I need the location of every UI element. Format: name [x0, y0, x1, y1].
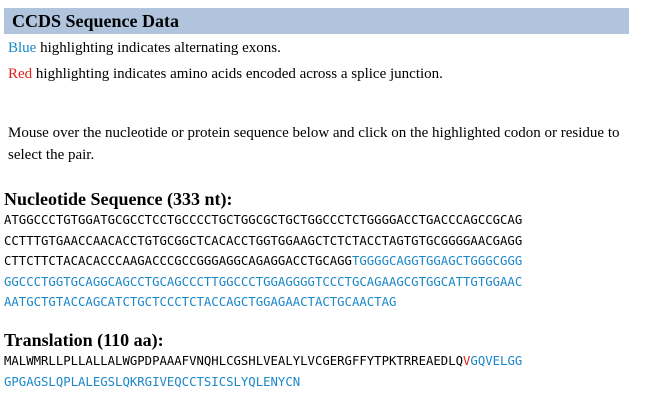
- translation-line[interactable]: GPGAGSLQPLALEGSLQKRGIVEQCCTSICSLYQLENYCN: [4, 372, 522, 393]
- translation-title: Translation (110 aa):: [4, 330, 164, 350]
- sequence-segment[interactable]: CTTCTTCTACACACCCAAGACCCGCCGGGAGGCAGAGGAC…: [4, 254, 352, 268]
- sequence-segment[interactable]: ATGGCCCTGTGGATGCGCCTCCTGCCCCTGCTGGCGCTGC…: [4, 213, 523, 227]
- legend-blue-word: Blue: [8, 40, 37, 56]
- sequence-segment[interactable]: TGGGGCAGGTGGAGCTGGGCGGG: [351, 254, 523, 268]
- header-bar: CCDS Sequence Data: [4, 8, 629, 34]
- sequence-segment[interactable]: GGCCCTGGTGCAGGCAGCCTGCAGCCCTTGGCCCTGGAGG…: [4, 274, 523, 289]
- instructions-text: Mouse over the nucleotide or protein seq…: [8, 125, 620, 163]
- legend-red: Red highlighting indicates amino acids e…: [8, 66, 443, 83]
- page-title: CCDS Sequence Data: [12, 11, 180, 31]
- sequence-segment[interactable]: MALWMRLLPLLALLALWGPDPAAAFVNQHLCGSHLVEALY…: [4, 354, 464, 368]
- legend-blue: Blue highlighting indicates alternating …: [8, 40, 281, 57]
- translation-line[interactable]: MALWMRLLPLLALLALWGPDPAAAFVNQHLCGSHLVEALY…: [4, 351, 522, 372]
- nucleotide-line[interactable]: CCTTTGTGAACCAACACCTGTGCGGCTCACACCTGGTGGA…: [4, 231, 522, 252]
- nucleotide-line[interactable]: CTTCTTCTACACACCCAAGACCCGCCGGGAGGCAGAGGAC…: [4, 251, 522, 272]
- legend-red-word: Red: [8, 66, 33, 82]
- legend-red-text: highlighting indicates amino acids encod…: [32, 66, 443, 82]
- sequence-segment[interactable]: V: [463, 354, 471, 368]
- sequence-segment[interactable]: CCTTTGTGAACCAACACCTGTGCGGCTCACACCTGGTGGA…: [4, 233, 523, 248]
- sequence-segment[interactable]: AATGCTGTACCAGCATCTGCTCCCTCTACCAGCTGGAGAA…: [4, 295, 397, 309]
- translation-sequence[interactable]: MALWMRLLPLLALLALWGPDPAAAFVNQHLCGSHLVEALY…: [4, 351, 522, 392]
- nucleotide-title: Nucleotide Sequence (333 nt):: [4, 189, 233, 209]
- legend-blue-text: highlighting indicates alternating exons…: [36, 40, 281, 56]
- nucleotide-sequence[interactable]: ATGGCCCTGTGGATGCGCCTCCTGCCCCTGCTGGCGCTGC…: [4, 210, 522, 313]
- nucleotide-line[interactable]: ATGGCCCTGTGGATGCGCCTCCTGCCCCTGCTGGCGCTGC…: [4, 210, 522, 231]
- nucleotide-line[interactable]: GGCCCTGGTGCAGGCAGCCTGCAGCCCTTGGCCCTGGAGG…: [4, 272, 522, 293]
- nucleotide-line[interactable]: AATGCTGTACCAGCATCTGCTCCCTCTACCAGCTGGAGAA…: [4, 292, 522, 313]
- sequence-segment[interactable]: GQVELGG: [470, 354, 523, 368]
- sequence-segment[interactable]: GPGAGSLQPLALEGSLQKRGIVEQCCTSICSLYQLENYCN: [4, 374, 301, 389]
